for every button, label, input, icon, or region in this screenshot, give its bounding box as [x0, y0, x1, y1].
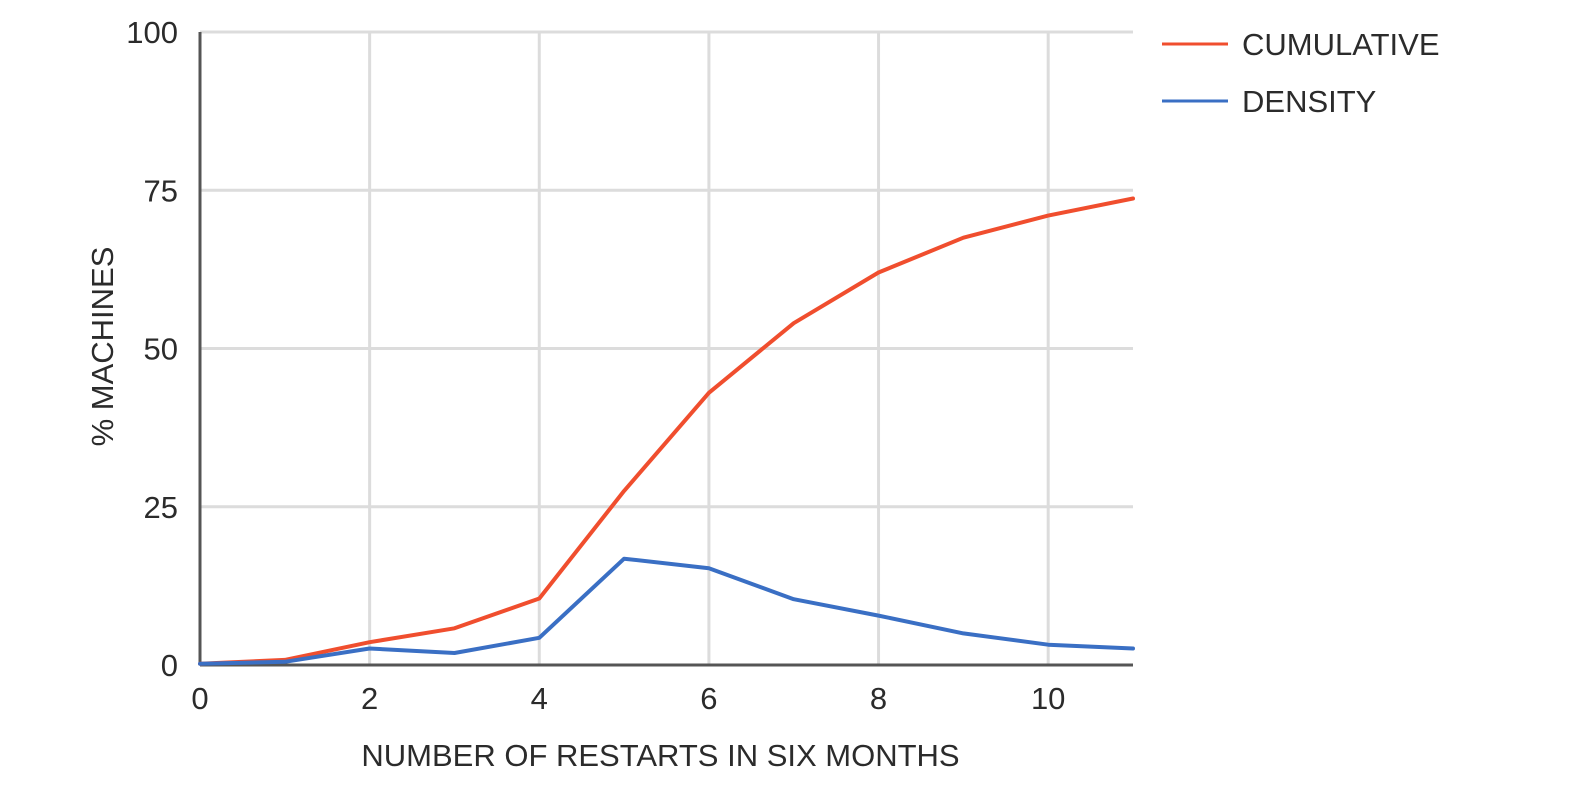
x-tick-label: 10 — [1031, 681, 1065, 716]
x-tick-label: 4 — [531, 681, 548, 716]
y-tick-label: 0 — [161, 648, 178, 683]
series-line-density — [198, 556, 1135, 666]
x-tick-label: 8 — [870, 681, 887, 716]
y-tick-label: 25 — [144, 490, 178, 525]
axes — [198, 32, 1133, 667]
y-tick-label: 100 — [126, 15, 178, 50]
legend-label: DENSITY — [1242, 84, 1376, 119]
x-axis-title: NUMBER OF RESTARTS IN SIX MONTHS — [361, 738, 959, 773]
y-tick-labels: 0 25 50 75 100 — [126, 15, 178, 683]
y-axis-title: % MACHINES — [85, 247, 120, 447]
x-tick-labels: 0 2 4 6 8 10 — [191, 681, 1065, 716]
y-tick-label: 50 — [144, 332, 178, 367]
grid-lines — [200, 30, 1133, 665]
x-tick-label: 0 — [191, 681, 208, 716]
series-line-cumulative — [198, 196, 1135, 666]
series-lines — [198, 196, 1135, 666]
legend: CUMULATIVE DENSITY — [1162, 27, 1440, 119]
y-tick-label: 75 — [144, 173, 178, 208]
legend-label: CUMULATIVE — [1242, 27, 1440, 62]
x-tick-label: 6 — [700, 681, 717, 716]
x-tick-label: 2 — [361, 681, 378, 716]
